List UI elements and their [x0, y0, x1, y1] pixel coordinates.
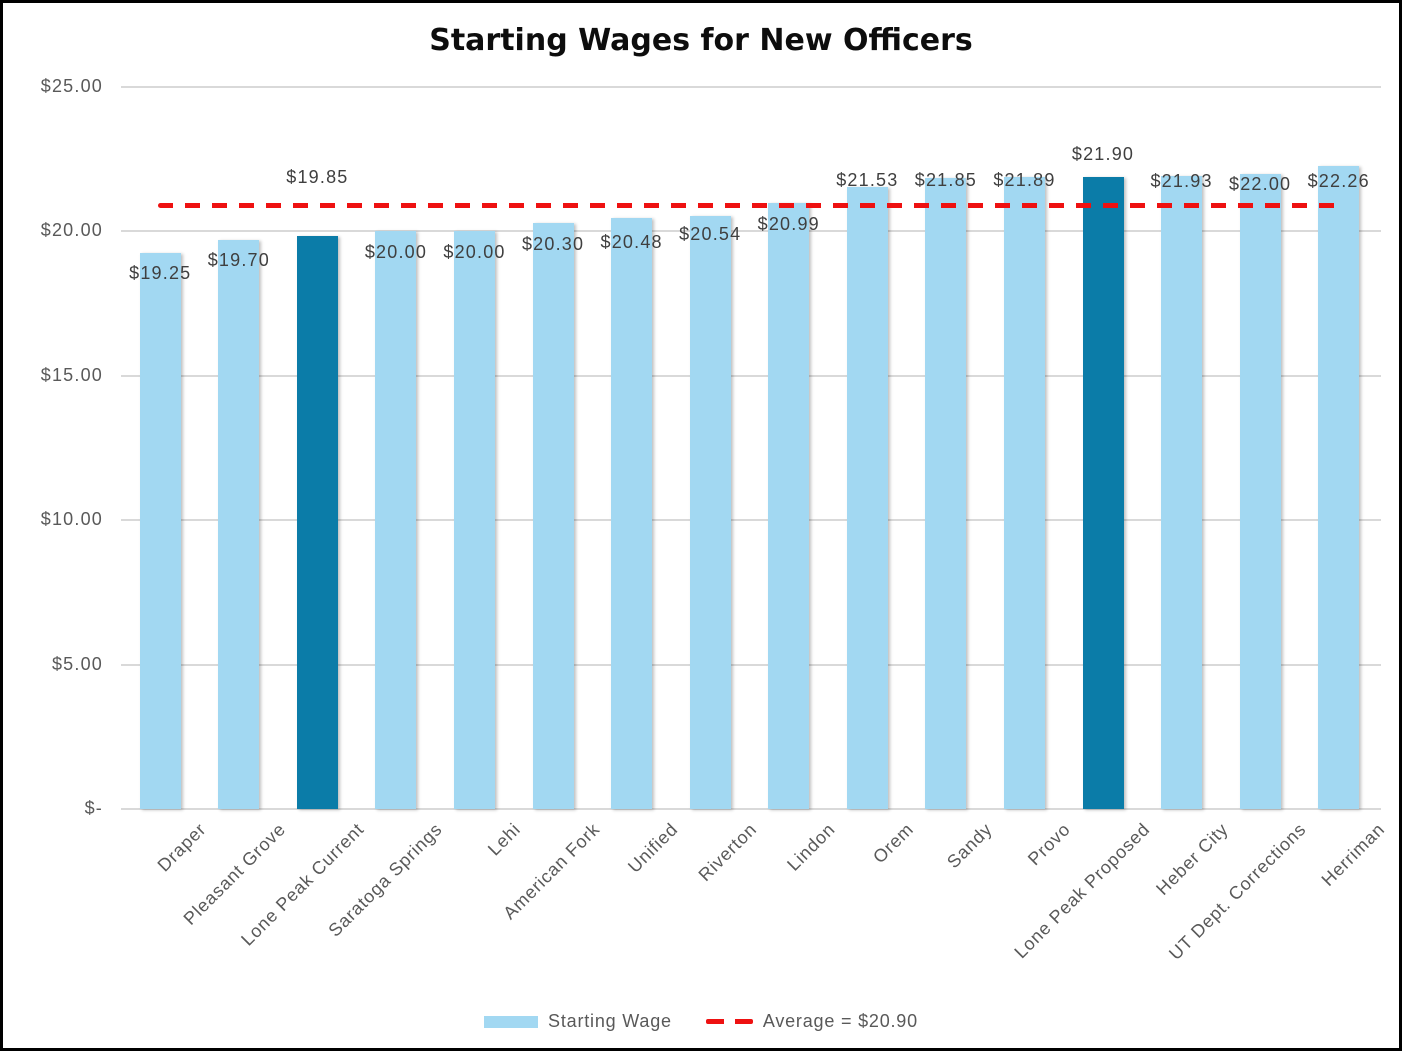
x-axis-label: Unified	[624, 819, 682, 877]
bar	[375, 231, 417, 809]
y-axis-label: $20.00	[40, 220, 103, 241]
bar	[689, 215, 731, 809]
bar-value-label: $21.85	[914, 169, 978, 190]
legend-entry-average: Average = $20.90	[705, 1011, 918, 1032]
legend-entry-starting-wage: Starting Wage	[484, 1011, 672, 1032]
legend-swatch-starting-wage	[484, 1015, 539, 1028]
bar	[1239, 173, 1281, 809]
bar-value-label: $21.93	[1150, 170, 1213, 191]
bar	[1161, 175, 1203, 809]
bar	[846, 187, 888, 809]
bar	[532, 222, 574, 809]
bar-value-label: $20.99	[757, 213, 820, 234]
legend-label-average: Average = $20.90	[762, 1011, 918, 1031]
chart-title: Starting Wages for New Officers	[429, 23, 973, 58]
bar-value-label: $20.00	[364, 242, 428, 263]
bar	[139, 253, 181, 809]
x-axis-label: Orem	[869, 819, 918, 868]
bar-value-label: $19.85	[286, 166, 349, 187]
y-axis-label: $15.00	[40, 364, 103, 385]
legend: Starting Wage Average = $20.90	[3, 1011, 1399, 1032]
x-axis-label: Draper	[153, 819, 211, 876]
bar	[1082, 176, 1124, 809]
x-axis-label: Herriman	[1317, 819, 1389, 891]
legend-dash-average	[705, 1019, 753, 1024]
x-axis-label: Sandy	[942, 819, 997, 873]
gridline	[121, 808, 1381, 810]
x-axis-label: Lindon	[783, 819, 839, 875]
x-axis-label: UT Dept. Corrections	[1165, 819, 1311, 964]
bar-value-label: $22.00	[1229, 173, 1292, 194]
y-axis-label: $5.00	[51, 653, 103, 674]
bar-value-label: $20.00	[443, 242, 506, 263]
bar-value-label: $22.26	[1307, 171, 1370, 192]
gridline	[121, 519, 1381, 522]
y-axis-label: $-	[84, 798, 103, 818]
gridline	[121, 663, 1381, 666]
bar	[611, 217, 653, 809]
bar-value-label: $21.90	[1071, 143, 1135, 164]
legend-label-starting-wage: Starting Wage	[548, 1011, 672, 1031]
bar-value-label: $21.89	[993, 169, 1056, 190]
y-axis-label: $25.00	[40, 76, 103, 96]
bar	[1003, 176, 1045, 809]
x-axis-label: Lone Peak Proposed	[1009, 819, 1154, 963]
average-line	[158, 203, 1345, 209]
bar	[296, 235, 338, 809]
gridline	[121, 230, 1381, 233]
gridline	[121, 86, 1381, 88]
bar-value-label: $19.25	[129, 263, 192, 284]
bar	[1318, 166, 1360, 809]
bar	[925, 177, 967, 809]
bar	[768, 202, 810, 809]
bar-value-label: $20.30	[521, 233, 585, 254]
x-axis-label: Lehi	[484, 819, 525, 860]
bar	[218, 240, 260, 809]
x-axis-label: Heber City	[1151, 819, 1232, 899]
gridline	[121, 374, 1381, 377]
bar	[454, 231, 496, 809]
bar-value-label: $20.54	[679, 223, 742, 244]
bar-value-label: $20.48	[600, 231, 663, 252]
x-axis-label: Riverton	[694, 819, 761, 886]
y-axis-label: $10.00	[40, 509, 103, 530]
x-axis-label: Provo	[1024, 819, 1075, 870]
bar-value-label: $21.53	[836, 170, 899, 191]
bar-value-label: $19.70	[207, 250, 270, 271]
